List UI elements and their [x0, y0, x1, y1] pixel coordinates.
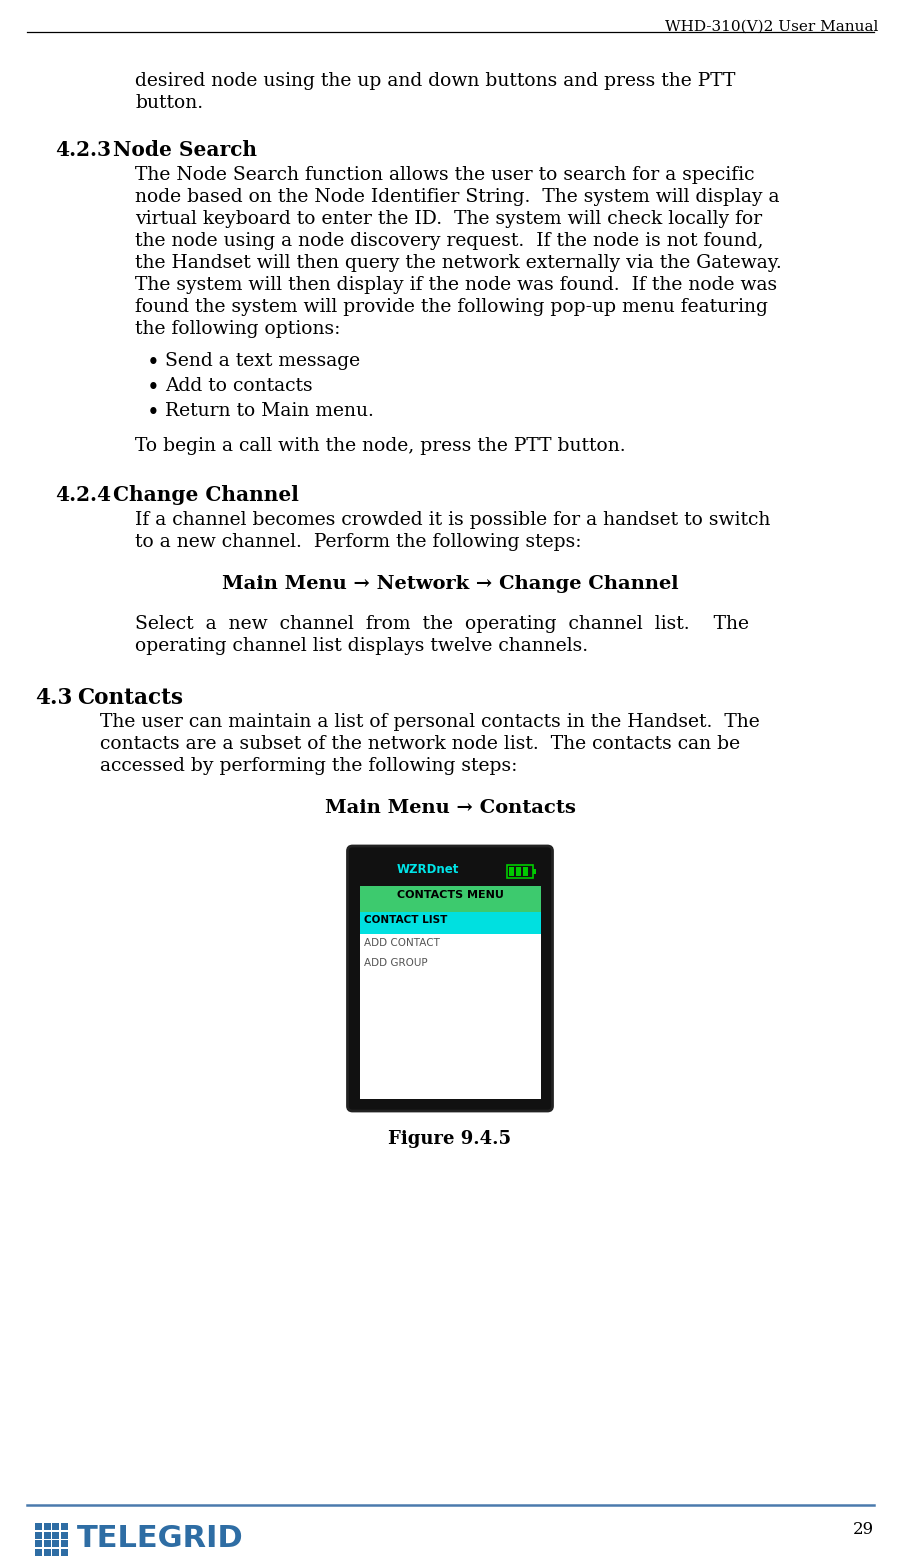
Bar [359, 886, 541, 913]
Text: TELEGRID: TELEGRID [77, 1524, 244, 1552]
Text: ADD CONTACT: ADD CONTACT [365, 938, 441, 949]
Text: 29: 29 [853, 1521, 874, 1538]
Bar [35, 1532, 42, 1538]
Text: the Handset will then query the network externally via the Gateway.: the Handset will then query the network … [135, 254, 782, 271]
Text: contacts are a subset of the network node list.  The contacts can be: contacts are a subset of the network nod… [100, 735, 740, 753]
Text: to a new channel.  Perform the following steps:: to a new channel. Perform the following … [135, 533, 581, 550]
Bar [515, 867, 521, 877]
Bar [43, 1540, 50, 1548]
Text: operating channel list displays twelve channels.: operating channel list displays twelve c… [135, 637, 588, 655]
Bar [60, 1540, 68, 1548]
Text: desired node using the up and down buttons and press the PTT: desired node using the up and down butto… [135, 72, 735, 89]
Bar [35, 1540, 42, 1548]
Text: CONTACT LIST: CONTACT LIST [365, 916, 448, 925]
Bar [60, 1549, 68, 1555]
Bar [35, 1523, 42, 1530]
Text: node based on the Node Identifier String.  The system will display a: node based on the Node Identifier String… [135, 188, 779, 205]
Text: accessed by performing the following steps:: accessed by performing the following ste… [100, 757, 517, 775]
Bar [532, 869, 535, 875]
Text: •: • [147, 351, 159, 375]
Bar [359, 858, 541, 886]
Bar [43, 1532, 50, 1538]
Text: the node using a node discovery request.  If the node is not found,: the node using a node discovery request.… [135, 232, 763, 249]
Bar [52, 1523, 59, 1530]
Bar [52, 1549, 59, 1555]
Text: WHD-310(V)2 User Manual: WHD-310(V)2 User Manual [665, 20, 878, 34]
Text: 4.3: 4.3 [35, 687, 72, 709]
Bar [52, 1532, 59, 1538]
Bar [359, 886, 541, 1099]
Bar [506, 866, 532, 878]
Text: CONTACTS MENU: CONTACTS MENU [396, 891, 504, 900]
Bar [43, 1549, 50, 1555]
Text: The user can maintain a list of personal contacts in the Handset.  The: The user can maintain a list of personal… [100, 713, 760, 731]
Bar [35, 1549, 42, 1555]
Text: button.: button. [135, 94, 203, 111]
Text: Contacts: Contacts [77, 687, 183, 709]
Bar [52, 1540, 59, 1548]
Text: The system will then display if the node was found.  If the node was: The system will then display if the node… [135, 276, 778, 295]
Text: found the system will provide the following pop-up menu featuring: found the system will provide the follow… [135, 298, 768, 317]
Text: Return to Main menu.: Return to Main menu. [165, 401, 374, 420]
Text: Send a text message: Send a text message [165, 351, 360, 370]
Text: •: • [147, 376, 159, 398]
Text: Select  a  new  channel  from  the  operating  channel  list.    The: Select a new channel from the operating … [135, 615, 749, 633]
Text: the following options:: the following options: [135, 320, 341, 339]
Bar [508, 867, 514, 877]
Bar [43, 1523, 50, 1530]
Text: Main Menu → Contacts: Main Menu → Contacts [324, 800, 576, 817]
FancyBboxPatch shape [348, 847, 552, 1112]
Text: 4.2.3: 4.2.3 [55, 140, 111, 160]
Text: virtual keyboard to enter the ID.  The system will check locally for: virtual keyboard to enter the ID. The sy… [135, 210, 762, 227]
Text: WZRDnet: WZRDnet [397, 862, 460, 877]
Text: Figure 9.4.5: Figure 9.4.5 [388, 1131, 512, 1148]
Text: To begin a call with the node, press the PTT button.: To begin a call with the node, press the… [135, 437, 625, 455]
Bar [60, 1532, 68, 1538]
Text: Change Channel: Change Channel [113, 485, 299, 505]
Text: The Node Search function allows the user to search for a specific: The Node Search function allows the user… [135, 166, 754, 183]
Bar [60, 1523, 68, 1530]
Text: Main Menu → Network → Change Channel: Main Menu → Network → Change Channel [222, 575, 678, 593]
Bar [359, 913, 541, 935]
Text: Node Search: Node Search [113, 140, 257, 160]
Text: 4.2.4: 4.2.4 [55, 485, 111, 505]
Text: ADD GROUP: ADD GROUP [365, 958, 428, 967]
Text: •: • [147, 401, 159, 423]
Bar [523, 867, 527, 877]
Text: If a channel becomes crowded it is possible for a handset to switch: If a channel becomes crowded it is possi… [135, 511, 770, 528]
Text: Add to contacts: Add to contacts [165, 376, 313, 395]
